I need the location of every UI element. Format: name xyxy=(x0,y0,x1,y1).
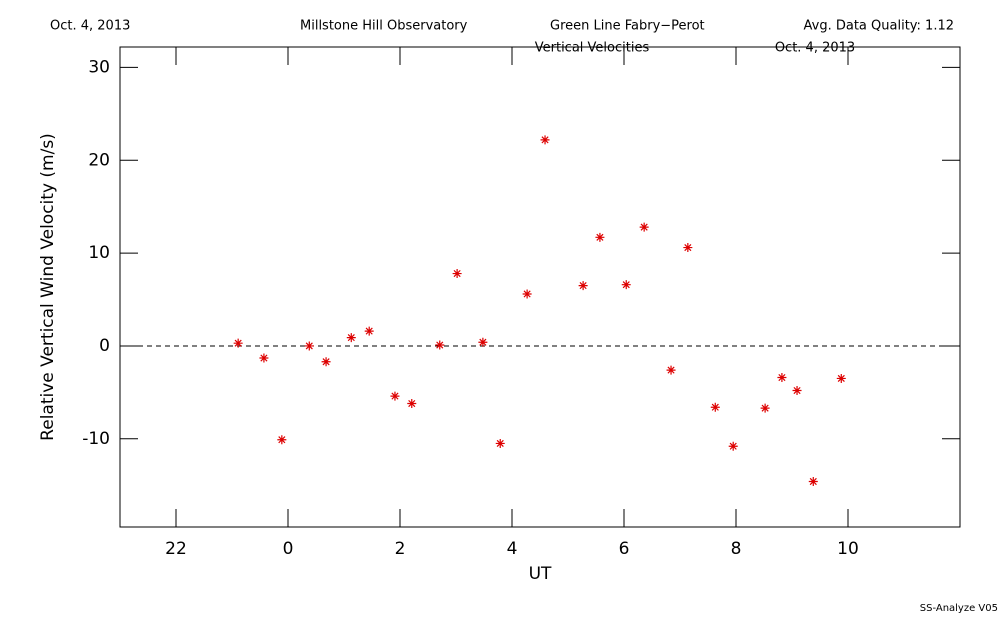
data-point xyxy=(792,386,802,396)
data-point xyxy=(808,477,818,487)
data-point xyxy=(364,326,374,336)
header-instrument: Green Line Fabry−Perot xyxy=(550,19,705,34)
chart-title: Vertical Velocities xyxy=(535,41,650,56)
y-tick-label: 30 xyxy=(88,57,110,77)
plot-frame xyxy=(119,46,961,528)
data-point xyxy=(836,373,846,383)
data-point xyxy=(233,338,243,348)
chart-subtitle: Oct. 4, 2013 xyxy=(775,41,855,56)
header-date: Oct. 4, 2013 xyxy=(50,19,130,34)
x-axis-label: UT xyxy=(529,564,552,584)
y-tick-label: 0 xyxy=(99,336,110,356)
data-point xyxy=(277,435,287,445)
data-point xyxy=(304,341,314,351)
data-point xyxy=(639,222,649,232)
x-tick-label: 2 xyxy=(395,539,406,559)
header-observatory: Millstone Hill Observatory xyxy=(300,19,468,34)
data-point xyxy=(621,280,631,290)
data-point xyxy=(390,391,400,401)
x-tick-label: 8 xyxy=(731,539,742,559)
x-tick-label: 4 xyxy=(507,539,518,559)
data-point xyxy=(452,269,462,279)
data-point xyxy=(407,399,417,409)
data-point xyxy=(728,441,738,451)
data-point xyxy=(346,333,356,343)
y-axis-label: Relative Vertical Wind Velocity (m/s) xyxy=(38,133,58,441)
data-point xyxy=(760,403,770,413)
data-point xyxy=(595,232,605,242)
data-point xyxy=(259,353,269,363)
data-point xyxy=(540,135,550,145)
header-quality: Avg. Data Quality: 1.12 xyxy=(804,19,954,34)
x-tick-label: 10 xyxy=(837,539,859,559)
data-point xyxy=(710,402,720,412)
data-point xyxy=(478,337,488,347)
data-point xyxy=(435,340,445,350)
data-point xyxy=(683,243,693,253)
y-tick-label: 10 xyxy=(88,243,110,263)
data-point xyxy=(578,281,588,291)
footer: SS-Analyze V05 xyxy=(920,603,998,614)
y-tick-label: -10 xyxy=(82,429,110,449)
x-tick-label: 22 xyxy=(165,539,187,559)
data-point xyxy=(321,357,331,367)
x-tick-label: 0 xyxy=(283,539,294,559)
data-point xyxy=(495,438,505,448)
x-tick-label: 6 xyxy=(619,539,630,559)
y-tick-label: 20 xyxy=(88,150,110,170)
data-point xyxy=(777,373,787,383)
data-point xyxy=(522,289,532,299)
data-point xyxy=(666,365,676,375)
